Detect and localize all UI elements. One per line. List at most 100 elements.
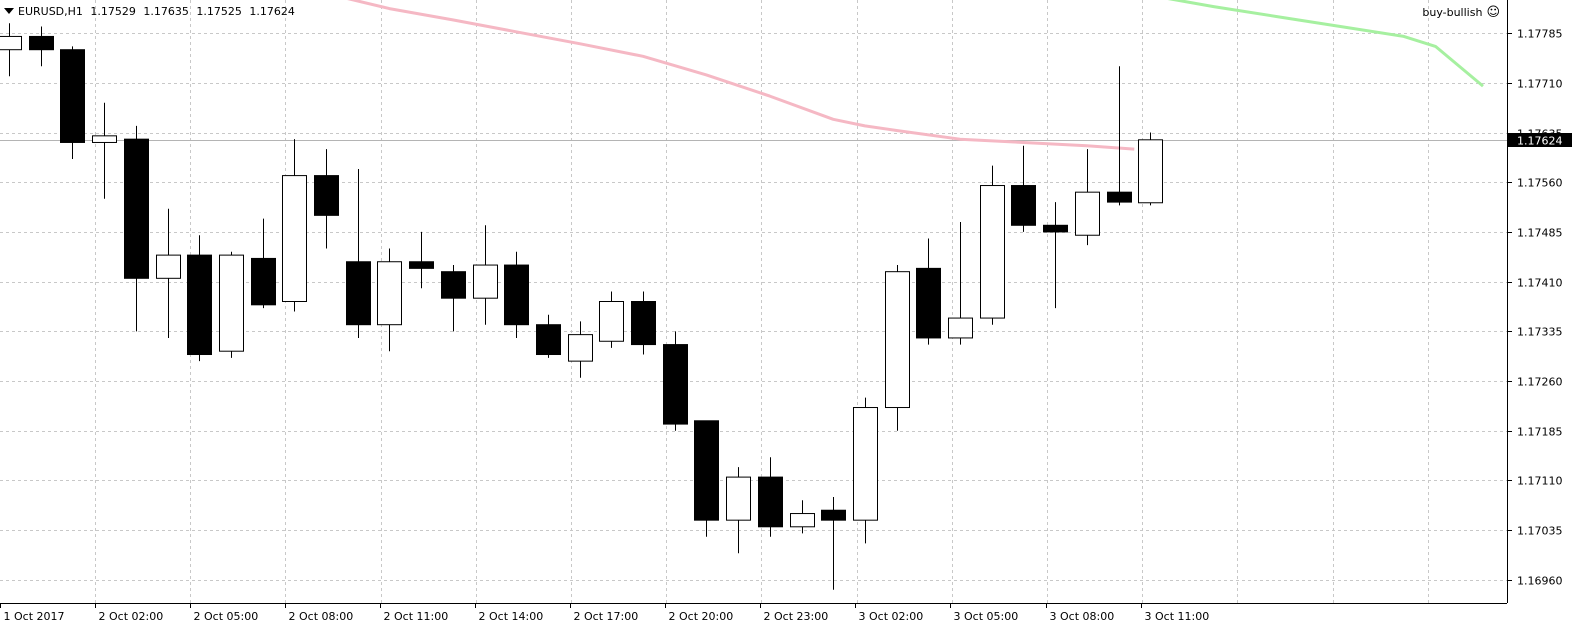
price-tick-label: 1.17110 [1517,475,1563,488]
candle [409,231,434,289]
price-tick-label: 1.16960 [1517,575,1563,588]
candle [60,46,85,160]
time-tick-label: 2 Oct 14:00 [479,610,544,623]
price-tick-label: 1.17035 [1517,525,1563,538]
candle [916,238,941,345]
candle [187,235,212,362]
candle [1075,149,1100,246]
candle [758,457,783,537]
time-tick-label: 3 Oct 11:00 [1145,610,1210,623]
expert-advisor-label[interactable]: buy-bullish ☺ [1422,5,1500,20]
candle-body-bear [1011,185,1036,226]
candle-body-bear [441,271,466,299]
candle-body-bull [1075,191,1100,236]
expert-name: buy-bullish [1422,6,1483,19]
candle [1107,66,1132,206]
candle [251,218,276,309]
candle-body-bear [504,264,529,326]
candle-body-bear [60,49,85,143]
close-value: 1.17624 [249,5,295,18]
candle-body-bear [124,138,149,279]
time-tick-label: 2 Oct 05:00 [194,610,259,623]
candle-body-bull [885,271,910,409]
candle [536,314,561,358]
candle [219,251,244,358]
candle-body-bear [29,35,54,51]
candle-body-bear [536,324,561,356]
candle [377,248,402,352]
smiley-icon: ☺ [1486,5,1500,20]
candle [821,496,846,590]
dropdown-triangle-icon[interactable] [4,8,14,14]
candles [0,23,1163,590]
candle-body-bull [0,35,22,51]
candle [346,168,371,338]
plot-frame [0,0,1508,604]
candle-body-bull [599,301,624,342]
candle [92,102,117,199]
candle-body-bull [980,185,1005,319]
candle [694,420,719,537]
candle-body-bear [409,261,434,269]
candle-body-bull [219,254,244,352]
candle [282,139,307,312]
time-tick-label: 2 Oct 02:00 [99,610,164,623]
candle [504,251,529,338]
high-value: 1.17635 [143,5,189,18]
current-price-label: 1.17624 [1517,135,1563,148]
time-tick-label: 2 Oct 23:00 [764,610,829,623]
symbol-label: EURUSD,H1 [18,5,83,18]
candle [726,467,751,554]
price-tick-label: 1.17710 [1517,78,1563,91]
candle [473,225,498,325]
open-value: 1.17529 [90,5,136,18]
candle-body-bear [758,476,783,528]
price-tick-label: 1.17185 [1517,426,1563,439]
candle [441,265,466,332]
candle-body-bull [790,513,815,528]
candle [599,291,624,348]
time-tick-label: 2 Oct 08:00 [289,610,354,623]
candle-body-bull [377,261,402,326]
candle-body-bull [948,317,973,339]
candle [314,149,339,249]
candle-body-bull [282,175,307,303]
time-tick-label: 3 Oct 02:00 [859,610,924,623]
price-tick-label: 1.17560 [1517,177,1563,190]
candle [853,397,878,544]
candle-body-bear [314,175,339,216]
candle [663,331,688,431]
candle-body-bear [346,261,371,326]
candle-body-bear [821,509,846,521]
time-tick-label: 3 Oct 08:00 [1050,610,1115,623]
candle [1043,202,1068,309]
price-tick-label: 1.17260 [1517,376,1563,389]
candle-body-bull [853,407,878,521]
moving-averages [347,0,1484,151]
candle [1138,132,1163,206]
ma-line-pink [347,0,1135,151]
ma-line-green [1167,0,1484,88]
time-tick-label: 3 Oct 05:00 [954,610,1019,623]
candle-body-bear [694,420,719,521]
candle-body-bear [1107,191,1132,203]
candle [124,125,149,332]
price-tick-label: 1.17410 [1517,277,1563,290]
candle-body-bull [156,254,181,279]
candle-body-bull [92,135,117,143]
candle-body-bull [568,334,593,362]
candle [631,291,656,355]
price-tick-label: 1.17785 [1517,28,1563,41]
candle [885,265,910,431]
candle-body-bear [916,267,941,339]
candle-body-bear [251,257,276,306]
time-tick-label: 2 Oct 20:00 [669,610,734,623]
candle-body-bull [473,264,498,299]
candle-body-bear [631,301,656,346]
candle-body-bear [1043,224,1068,233]
candle-body-bull [726,476,751,521]
candle [980,165,1005,325]
price-tick-label: 1.17485 [1517,227,1563,240]
candle-body-bear [663,344,688,425]
